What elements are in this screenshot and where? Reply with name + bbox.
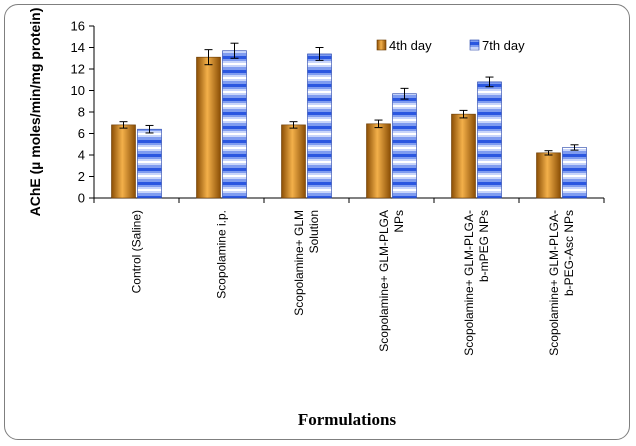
legend-swatch-7th-day — [469, 39, 480, 51]
y-tick-label: 4 — [78, 148, 85, 163]
y-tick-label: 10 — [71, 83, 85, 98]
y-tick-label: 2 — [78, 169, 85, 184]
legend-label: 4th day — [389, 38, 432, 53]
bar-7th-day — [222, 50, 247, 199]
bar-4th-day — [281, 124, 306, 199]
bar-7th-day — [137, 128, 162, 199]
axes: 0 2 4 6 8 10 12 14 16 — [71, 19, 605, 206]
bars-group — [111, 42, 587, 199]
x-tick-label: Scopolamine+ GLM-PLGA NPs — [377, 210, 406, 352]
x-tick-label-line: Scopolamine+ GLM-PLGA- — [547, 210, 561, 356]
x-tick-label: Scopolamine+ GLM Solution — [292, 210, 321, 316]
x-tick-label-line: Control (Saline) — [130, 210, 144, 293]
bar-7th-day — [392, 93, 417, 199]
y-tick-label: 6 — [78, 126, 85, 141]
x-tick-label-line: Scopolamine i.p. — [215, 210, 229, 299]
x-axis-label: Formulations — [298, 410, 397, 429]
x-tick-label: Scopolamine+ GLM-PLGA-b-PEG-Asc NPs — [547, 210, 576, 356]
x-tick-label-line: Scopolamine+ GLM-PLGA- — [462, 210, 476, 356]
y-tick-label: 12 — [71, 62, 85, 77]
bar-4th-day — [366, 123, 391, 199]
x-tick-label-line: b-PEG-Asc NPs — [562, 210, 576, 296]
y-axis-label: AChE (µ moles/min/mg protein) — [27, 8, 43, 217]
legend-swatch-4th-day — [376, 39, 387, 51]
bar-7th-day — [562, 147, 587, 199]
y-tick-label: 16 — [71, 19, 85, 34]
legend-label: 7th day — [482, 38, 525, 53]
bar-4th-day — [536, 152, 561, 199]
x-tick-label: Scopolamine i.p. — [215, 210, 229, 299]
x-tick-label: Control (Saline) — [130, 210, 144, 293]
y-tick-label: 0 — [78, 191, 85, 206]
bar-7th-day — [477, 81, 502, 199]
x-tick-label-line: Scopolamine+ GLM-PLGA — [377, 210, 391, 352]
x-tick-label-line: b-mPEG NPs — [477, 210, 491, 282]
bar-4th-day — [196, 56, 221, 199]
y-tick-label: 14 — [71, 40, 85, 55]
x-tick-label-line: Scopolamine+ GLM — [292, 210, 306, 316]
labels-group: Control (Saline) Scopolamine i.p. Scopolam… — [130, 210, 577, 356]
y-tick-label: 8 — [78, 105, 85, 120]
legend: 4th day 7th day — [376, 38, 525, 53]
bar-4th-day — [451, 113, 476, 199]
bar-4th-day — [111, 124, 136, 199]
x-tick-label-line: NPs — [392, 210, 406, 233]
x-tick-label-line: Solution — [307, 210, 321, 253]
x-tick-label: Scopolamine+ GLM-PLGA-b-mPEG NPs — [462, 210, 491, 356]
bar-7th-day — [307, 53, 332, 199]
